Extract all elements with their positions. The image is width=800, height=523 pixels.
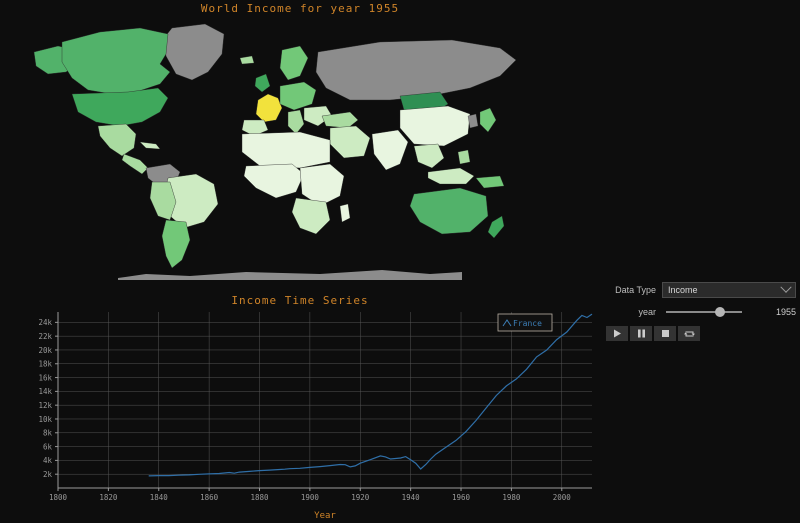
x-tick-label: 2000 — [553, 493, 572, 502]
y-tick-label: 18k — [38, 360, 52, 369]
y-tick-label: 16k — [38, 373, 52, 382]
x-tick-label: 1860 — [200, 493, 219, 502]
country-madagascar[interactable] — [339, 203, 351, 223]
country-west-africa[interactable] — [243, 163, 305, 199]
legend-line-icon — [502, 319, 512, 327]
slider-track[interactable] — [666, 311, 742, 313]
region-antarctica — [118, 270, 462, 280]
world-map[interactable] — [0, 16, 600, 281]
country-mexico[interactable] — [97, 123, 137, 157]
x-tick-label: 1920 — [351, 493, 370, 502]
world-map-panel: World Income for year 1955 — [0, 0, 600, 285]
country-united-states[interactable] — [71, 87, 169, 127]
y-tick-label: 4k — [43, 456, 53, 465]
datatype-row: Data Type Income — [606, 281, 796, 298]
x-tick-label: 1820 — [99, 493, 118, 502]
country-cuba[interactable] — [139, 141, 161, 150]
country-spain[interactable] — [241, 119, 269, 137]
country-korea[interactable] — [467, 113, 479, 129]
y-axis-ticks: 2k 4k 6k 8k 10k 12k 14k 16k 18k 20k 22k 24k — [38, 318, 58, 479]
country-southeast-asia[interactable] — [413, 143, 445, 169]
country-france-highlight[interactable] — [255, 93, 283, 123]
year-slider[interactable] — [662, 304, 748, 320]
datatype-select[interactable]: Income — [662, 281, 796, 298]
y-tick-label: 8k — [43, 429, 53, 438]
country-iceland[interactable] — [239, 55, 255, 65]
country-germany-poland[interactable] — [279, 81, 317, 111]
chart-title: Income Time Series — [231, 294, 369, 307]
y-tick-label: 10k — [38, 415, 52, 424]
chevron-down-icon — [780, 281, 792, 293]
year-slider-row: year 1955 — [606, 304, 796, 320]
playback-buttons — [606, 326, 796, 341]
x-tick-label: 1800 — [49, 493, 68, 502]
country-italy[interactable] — [287, 109, 305, 135]
country-southern-africa[interactable] — [291, 197, 331, 235]
year-label: year — [638, 307, 656, 317]
series-line-france — [148, 313, 593, 477]
y-tick-label: 12k — [38, 401, 52, 410]
country-philippines[interactable] — [457, 149, 471, 165]
map-title: World Income for year 1955 — [200, 2, 400, 15]
y-tick-label: 14k — [38, 387, 52, 396]
country-scandinavia[interactable] — [279, 45, 309, 81]
country-papua-new-guinea[interactable] — [475, 175, 505, 189]
x-tick-label: 1840 — [150, 493, 169, 502]
y-tick-label: 2k — [43, 470, 53, 479]
country-east-africa[interactable] — [299, 163, 345, 207]
country-north-africa[interactable] — [241, 131, 331, 169]
country-united-kingdom[interactable] — [254, 73, 271, 93]
country-australia[interactable] — [409, 187, 489, 235]
country-argentina[interactable] — [161, 219, 191, 269]
country-indonesia[interactable] — [427, 167, 475, 185]
play-button[interactable] — [606, 326, 628, 341]
country-new-zealand[interactable] — [487, 215, 505, 239]
stop-button[interactable] — [654, 326, 676, 341]
slider-handle[interactable] — [715, 307, 726, 317]
x-tick-label: 1940 — [402, 493, 421, 502]
legend-box — [497, 313, 553, 332]
country-japan[interactable] — [479, 107, 497, 133]
x-tick-label: 1960 — [452, 493, 471, 502]
chart-legend[interactable]: France — [497, 313, 553, 332]
x-tick-label: 1980 — [502, 493, 521, 502]
country-canada[interactable] — [61, 27, 171, 95]
datatype-label: Data Type — [615, 285, 656, 295]
datatype-selected-value: Income — [668, 285, 698, 295]
y-tick-label: 22k — [38, 332, 52, 341]
x-axis-ticks: 1800 1820 1840 1860 1880 1900 1920 1940 1960 1980… — [49, 488, 571, 502]
legend-label-france: France — [513, 319, 542, 328]
country-peru-bolivia[interactable] — [149, 181, 177, 221]
year-value: 1955 — [775, 307, 796, 317]
x-tick-label: 1900 — [301, 493, 320, 502]
chart-gridlines — [57, 312, 592, 488]
country-ussr[interactable] — [315, 39, 517, 101]
x-axis-label: Year — [314, 511, 336, 521]
chart-background — [0, 306, 600, 523]
country-china[interactable] — [399, 105, 471, 147]
country-india[interactable] — [371, 129, 409, 171]
loop-button[interactable] — [678, 326, 700, 341]
y-tick-label: 6k — [43, 442, 53, 451]
y-tick-label: 24k — [38, 318, 52, 327]
country-central-america[interactable] — [121, 153, 149, 175]
y-tick-label: 20k — [38, 346, 52, 355]
time-series-panel: Income Time Series 2k 4k 6k 8k 10k 12k 14k 16k 1… — [0, 288, 600, 523]
income-line-chart[interactable]: 2k 4k 6k 8k 10k 12k 14k 16k 18k 20k 22k 24k 1800 182… — [0, 306, 600, 523]
controls-panel: Data Type Income year 1955 — [606, 281, 796, 341]
x-tick-label: 1880 — [250, 493, 269, 502]
pause-button[interactable] — [630, 326, 652, 341]
country-turkey[interactable] — [321, 111, 359, 129]
